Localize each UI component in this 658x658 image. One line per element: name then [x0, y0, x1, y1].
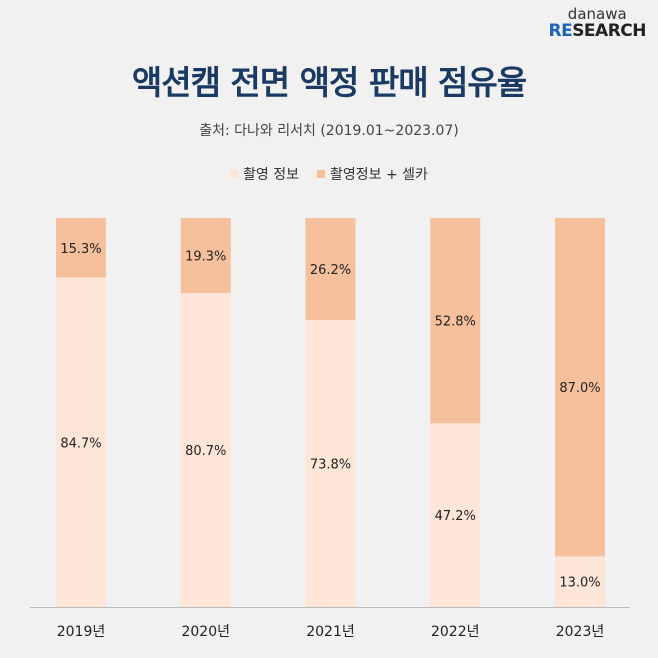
bar-1-4: [555, 218, 605, 557]
data-label-0-3: 47.2%: [435, 509, 476, 524]
bar-0-0: [56, 277, 106, 607]
data-label-0-4: 13.0%: [559, 576, 600, 591]
legend-label-1: 촬영정보 + 셀카: [330, 167, 428, 183]
logo-re: RE: [548, 21, 573, 41]
legend-swatch-0: [230, 170, 239, 178]
bar-1-3: [430, 218, 481, 424]
legend-item-1: 촬영정보 + 셀카: [317, 164, 428, 184]
logo-rest: SEARCH: [572, 21, 646, 41]
data-label-1-1: 19.3%: [185, 250, 226, 265]
bar-0-4: [555, 556, 605, 607]
data-label-1-4: 87.0%: [559, 381, 600, 396]
danawa-research-logo: danawa RESEARCH: [548, 6, 646, 40]
legend: 촬영 정보 촬영정보 + 셀카: [0, 164, 658, 184]
logo-line1: danawa: [567, 5, 627, 23]
data-label-0-1: 80.7%: [185, 444, 226, 459]
x-tick-label-3: 2022년: [431, 624, 480, 640]
bar-1-2: [305, 218, 356, 320]
bar-0-1: [180, 293, 231, 607]
x-tick-label-4: 2023년: [556, 624, 605, 640]
chart-subtitle: 출처: 다나와 리서치 (2019.01~2023.07): [199, 123, 459, 139]
bar-0-2: [305, 319, 356, 607]
logo-line2: RESEARCH: [548, 22, 646, 40]
data-label-1-0: 15.3%: [60, 242, 101, 257]
data-label-1-2: 26.2%: [310, 263, 351, 278]
data-label-0-2: 73.8%: [310, 457, 351, 472]
x-tick-label-0: 2019년: [57, 624, 106, 640]
bar-0-3: [430, 423, 481, 607]
legend-label-0: 촬영 정보: [243, 167, 300, 183]
bar-1-0: [56, 218, 106, 278]
legend-swatch-1: [317, 170, 326, 178]
legend-item-0: 촬영 정보: [230, 164, 299, 184]
bar-1-1: [180, 218, 231, 294]
x-tick-label-1: 2020년: [181, 624, 230, 640]
chart-title: 액션캠 전면 액정 판매 점유율: [131, 63, 527, 102]
x-tick-label-2: 2021년: [306, 624, 355, 640]
data-label-1-3: 52.8%: [435, 315, 476, 330]
data-label-0-0: 84.7%: [60, 436, 101, 451]
